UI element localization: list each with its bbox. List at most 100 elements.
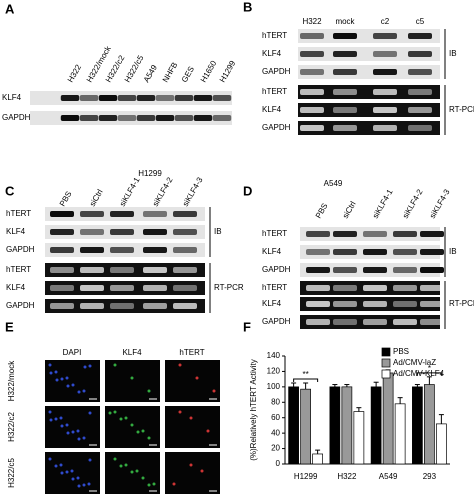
blot-strip (45, 263, 205, 277)
cell-dot (141, 476, 145, 480)
band (333, 267, 357, 273)
band (393, 285, 417, 291)
band (110, 303, 134, 309)
band (363, 267, 387, 273)
column-label: hTERT (179, 348, 204, 357)
band (408, 69, 432, 75)
band (408, 33, 432, 39)
group-label: IB (449, 247, 457, 256)
cell-dot (66, 431, 70, 435)
band (420, 285, 444, 291)
lane-label: PBS (58, 190, 74, 208)
band (117, 115, 137, 121)
group-label: IB (449, 49, 457, 58)
band (80, 285, 104, 291)
micrograph (165, 406, 220, 448)
band (212, 95, 232, 101)
band (333, 51, 357, 57)
row-label: KLF4 (262, 299, 282, 308)
band (333, 231, 357, 237)
band (300, 51, 324, 57)
bar (300, 388, 311, 465)
blot-strip (298, 29, 440, 43)
blot-strip (298, 103, 440, 117)
cell-dot (71, 430, 75, 434)
lane-label: GES (180, 65, 196, 84)
cell-dot (76, 476, 80, 480)
error-bar (438, 414, 444, 424)
group-label: RT-PCR (214, 283, 244, 292)
band (393, 231, 417, 237)
band (136, 115, 156, 121)
band (363, 301, 387, 307)
band (110, 229, 134, 235)
cell-dot (70, 469, 74, 473)
panel-letter: B (243, 0, 252, 14)
row-label: GAPDH (262, 67, 291, 76)
bar (424, 384, 435, 465)
blot-strip (298, 121, 440, 135)
band (155, 95, 175, 101)
cell-dot (76, 429, 80, 433)
cell-dot (66, 384, 70, 388)
error-bar (426, 376, 432, 385)
row-label: KLF4 (6, 227, 26, 236)
band (373, 125, 397, 131)
band (50, 211, 74, 217)
band (333, 107, 357, 113)
band (306, 249, 330, 255)
cell-dot (124, 416, 128, 420)
significance-label: * (428, 364, 431, 373)
cell-dot (54, 464, 58, 468)
panel-title: H1299 (138, 169, 162, 178)
error-bar (373, 381, 379, 387)
lane-label: siCtrl (341, 200, 358, 220)
y-tick-label: 100 (267, 382, 281, 391)
band (420, 267, 444, 273)
error-bar (303, 382, 309, 390)
error-bar (397, 397, 403, 404)
panel-letter: E (5, 319, 14, 334)
cell-dot (60, 377, 64, 381)
error-bar (356, 407, 362, 412)
micrograph (45, 360, 100, 402)
cell-dot (113, 410, 117, 414)
y-tick-label: 60 (271, 413, 280, 422)
legend-label: PBS (393, 347, 409, 356)
band (363, 249, 387, 255)
band (80, 211, 104, 217)
cell-dot (48, 363, 52, 367)
cell-dot (212, 389, 216, 393)
cell-dot (189, 463, 193, 467)
lane-label: siKLF4-3 (428, 187, 452, 220)
band (393, 267, 417, 273)
cell-dot (55, 378, 59, 382)
bar (312, 453, 323, 465)
row-label: H322/c2 (7, 412, 16, 442)
significance-label: ** (303, 370, 309, 379)
cell-dot (206, 429, 210, 433)
band (408, 125, 432, 131)
cell-dot (189, 416, 193, 420)
bar (341, 386, 353, 465)
cell-dot (178, 410, 182, 414)
band (333, 33, 357, 39)
row-label: KLF4 (262, 49, 282, 58)
cell-dot (65, 376, 69, 380)
band (193, 95, 213, 101)
row-label: hTERT (262, 87, 287, 96)
band (110, 211, 134, 217)
cell-dot (77, 484, 81, 488)
cell-dot (77, 437, 81, 441)
group-label: IB (214, 227, 222, 236)
lane-label: NHFB (161, 61, 180, 84)
band (306, 301, 330, 307)
band (60, 115, 80, 121)
cell-dot (82, 389, 86, 393)
lane-label: siKLF4-2 (401, 187, 425, 220)
cell-dot (65, 423, 69, 427)
y-tick-label: 140 (267, 351, 281, 360)
cell-dot (119, 417, 123, 421)
cell-dot (152, 482, 156, 486)
